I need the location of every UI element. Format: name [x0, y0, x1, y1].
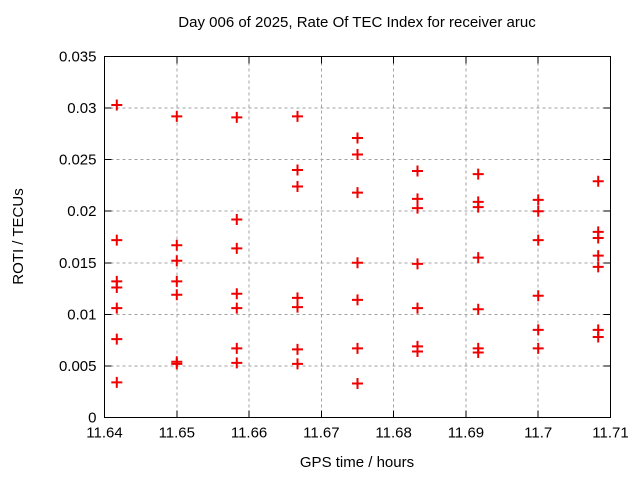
plot-border-rect — [104, 56, 611, 418]
x-tick-label: 11.71 — [592, 425, 628, 442]
data-point-marker — [532, 324, 544, 336]
x-tick-label: 11.67 — [303, 425, 339, 442]
data-point-marker — [352, 148, 363, 160]
data-point-marker — [171, 239, 183, 251]
data-point-marker — [111, 376, 123, 388]
x-tick-label: 11.68 — [375, 425, 411, 442]
x-tick-label: 11.7 — [524, 425, 552, 442]
data-point-marker — [352, 377, 363, 389]
x-tick-label: 11.65 — [159, 425, 195, 442]
y-tick-label: 0.015 — [59, 255, 97, 272]
data-point-marker — [111, 333, 123, 345]
plot-border — [104, 56, 611, 418]
data-point-marker — [352, 294, 363, 306]
data-point-marker — [292, 180, 304, 192]
data-point-marker — [592, 261, 604, 273]
data-point-marker — [532, 205, 544, 217]
y-tick-labels: 0 0.005 0.01 0.015 0.02 0.025 0.03 0.035 — [59, 49, 97, 427]
data-point-marker — [231, 342, 243, 354]
y-tick-label: 0.035 — [59, 49, 97, 66]
data-point-marker — [171, 255, 183, 267]
data-point-marker — [292, 301, 304, 313]
data-point-marker — [231, 357, 243, 369]
data-point-marker — [592, 250, 604, 262]
data-point-marker — [532, 342, 544, 354]
data-point-marker — [532, 290, 544, 302]
data-point-marker — [592, 232, 604, 244]
x-tick-label: 11.64 — [86, 425, 122, 442]
y-tick-label: 0.03 — [67, 100, 96, 117]
data-point-marker — [292, 292, 304, 304]
x-tick-label: 11.66 — [231, 425, 267, 442]
data-point-marker — [231, 242, 243, 254]
data-point-marker — [472, 252, 484, 264]
data-point-marker — [171, 358, 183, 370]
data-point-marker — [292, 343, 304, 355]
y-tick-label: 0.01 — [67, 306, 96, 323]
data-point-marker — [411, 258, 423, 270]
data-point-marker — [472, 201, 484, 213]
data-point-marker — [111, 302, 123, 314]
data-point-marker — [171, 289, 183, 301]
data-point-marker — [411, 202, 423, 214]
data-point-marker — [352, 132, 363, 144]
data-point-marker — [231, 111, 243, 123]
data-point-marker — [231, 302, 243, 314]
y-tick-label: 0.025 — [59, 152, 97, 169]
y-tick-label: 0.005 — [59, 358, 97, 375]
data-point-marker — [292, 358, 304, 370]
x-tick-labels: 11.64 11.65 11.66 11.67 11.68 11.69 11.7 11.71 — [86, 425, 628, 442]
data-points — [111, 99, 604, 389]
data-point-marker — [111, 99, 123, 111]
data-point-marker — [111, 234, 123, 246]
data-point-marker — [352, 257, 363, 269]
data-point-marker — [292, 110, 304, 122]
data-point-marker — [231, 288, 243, 300]
data-point-marker — [592, 331, 604, 343]
data-point-marker — [472, 303, 484, 315]
data-point-marker — [532, 234, 544, 246]
y-tick-label: 0 — [88, 410, 96, 427]
data-point-marker — [292, 164, 304, 176]
data-point-marker — [171, 110, 183, 122]
x-tick-label: 11.69 — [448, 425, 484, 442]
data-point-marker — [592, 175, 604, 187]
data-point-marker — [532, 194, 544, 206]
chart-title: Day 006 of 2025, Rate Of TEC Index for r… — [178, 14, 536, 31]
x-axis-label: GPS time / hours — [299, 454, 415, 471]
data-point-marker — [472, 168, 484, 180]
data-point-marker — [111, 282, 123, 294]
data-point-marker — [411, 165, 423, 177]
data-point-marker — [352, 342, 363, 354]
data-point-marker — [231, 213, 243, 225]
y-tick-label: 0.02 — [67, 203, 96, 220]
data-point-marker — [411, 345, 423, 357]
data-point-marker — [171, 275, 183, 287]
data-point-marker — [411, 302, 423, 314]
data-point-marker — [411, 193, 423, 205]
data-point-marker — [352, 187, 363, 199]
data-point-marker — [472, 347, 484, 359]
